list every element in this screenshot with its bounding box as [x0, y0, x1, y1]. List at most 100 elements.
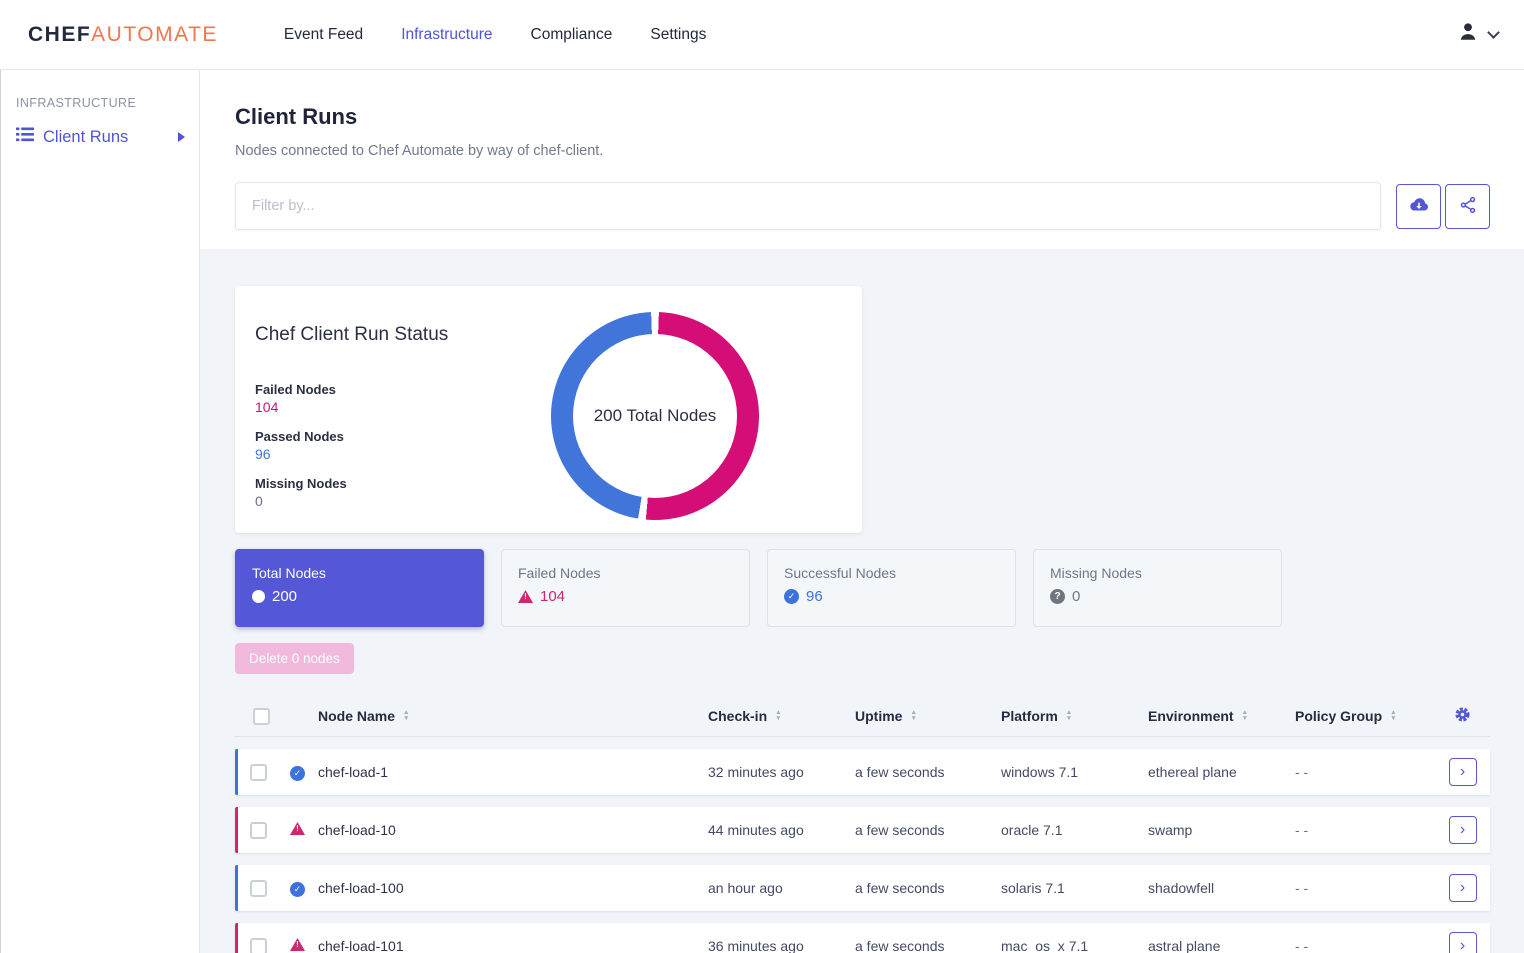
node-name: chef-load-10: [318, 822, 396, 838]
donut-hole: 200 Total Nodes: [573, 334, 737, 498]
table-row[interactable]: ✓ chef-load-1 32 minutes ago a few secon…: [235, 749, 1490, 795]
sidebar-item-label: Client Runs: [43, 127, 129, 146]
status-card-failed[interactable]: Failed Nodes 104: [501, 549, 750, 627]
policy-group: - -: [1295, 938, 1309, 953]
chart-title: Chef Client Run Status: [255, 324, 449, 345]
row-checkbox[interactable]: [250, 763, 267, 781]
legend-item-missing: Missing Nodes 0: [255, 476, 347, 509]
nav-event-feed[interactable]: Event Feed: [283, 25, 364, 43]
logo-chef: CHEF: [28, 22, 92, 46]
page-subtitle: Nodes connected to Chef Automate by way …: [235, 143, 604, 159]
row-checkbox[interactable]: [250, 937, 267, 953]
col-environment: Environment: [1148, 708, 1234, 724]
page-title: Client Runs: [235, 104, 358, 129]
row-expand-button[interactable]: ›: [1448, 758, 1477, 786]
check-in: 44 minutes ago: [708, 822, 804, 838]
sidebar-section-label: INFRASTRUCTURE: [16, 96, 137, 110]
table-header: Node Name ▲ ▼ Check-in ▲ ▼ Uptime ▲ ▼ Platform…: [235, 696, 1490, 737]
environment: ethereal plane: [1148, 764, 1237, 780]
policy-group: - -: [1295, 880, 1309, 896]
platform: windows 7.1: [1001, 764, 1079, 780]
share-icon: [1458, 195, 1478, 218]
list-icon: [16, 127, 34, 147]
row-checkbox[interactable]: [250, 821, 267, 839]
check-in: an hour ago: [708, 880, 783, 896]
check-in: 36 minutes ago: [708, 938, 804, 953]
check-icon: ✓: [784, 589, 799, 604]
node-name: chef-load-1: [318, 764, 389, 780]
legend-item-failed: Failed Nodes 104: [255, 382, 336, 415]
main-content: Client Runs Nodes connected to Chef Auto…: [200, 70, 1524, 953]
table-row[interactable]: ✓ chef-load-10 44 minutes ago a few seco…: [235, 807, 1490, 853]
chef-automate-logo[interactable]: CHEFAUTOMATE: [28, 23, 218, 47]
sidebar: INFRASTRUCTURE Client Runs: [0, 70, 200, 953]
col-node-name: Node Name: [318, 708, 396, 724]
select-all-checkbox[interactable]: [253, 707, 270, 725]
status-card-missing[interactable]: Missing Nodes ? 0: [1033, 549, 1282, 627]
uptime: a few seconds: [855, 880, 945, 896]
status-card-successful[interactable]: Successful Nodes ✓ 96: [767, 549, 1016, 627]
expand-arrow-icon[interactable]: [178, 132, 185, 142]
warning-icon: [518, 590, 533, 603]
user-menu-button[interactable]: [1455, 19, 1500, 50]
platform: mac_os_x 7.1: [1001, 938, 1089, 953]
row-expand-button[interactable]: ›: [1448, 874, 1477, 902]
donut-center-label: 200 Total Nodes: [593, 406, 717, 425]
policy-group: - -: [1295, 822, 1309, 838]
delete-nodes-button[interactable]: Delete 0 nodes: [235, 643, 354, 674]
logo-automate: AUTOMATE: [91, 22, 218, 46]
row-expand-button[interactable]: ›: [1448, 816, 1477, 844]
check-in: 32 minutes ago: [708, 764, 804, 780]
table-row[interactable]: ✓ chef-load-101 36 minutes ago a few sec…: [235, 923, 1490, 953]
chef-client-run-status-card: Chef Client Run Status Failed Nodes 104 …: [235, 286, 862, 533]
uptime: a few seconds: [855, 822, 945, 838]
nodes-table: Node Name ▲ ▼ Check-in ▲ ▼ Uptime ▲ ▼ Platform…: [235, 696, 1490, 953]
row-checkbox[interactable]: [250, 879, 267, 897]
failure-icon: [290, 938, 305, 951]
col-uptime: Uptime: [855, 708, 903, 724]
success-icon: ✓: [290, 766, 305, 781]
col-policy-group: Policy Group: [1295, 708, 1383, 724]
download-button[interactable]: [1396, 183, 1441, 229]
question-icon: ?: [1050, 589, 1065, 604]
uptime: a few seconds: [855, 764, 945, 780]
status-card-total[interactable]: Total Nodes 200: [235, 549, 484, 627]
table-row[interactable]: ✓ chef-load-100 an hour ago a few second…: [235, 865, 1490, 911]
sidebar-item-client-runs[interactable]: Client Runs: [1, 122, 199, 152]
status-cards: Total Nodes 200 Failed Nodes 104 Success…: [235, 549, 1490, 627]
donut-chart: 200 Total Nodes: [551, 312, 759, 520]
node-name: chef-load-100: [318, 880, 404, 896]
uptime: a few seconds: [855, 938, 945, 953]
legend-item-passed: Passed Nodes 96: [255, 429, 344, 462]
col-platform: Platform: [1001, 708, 1058, 724]
nav-infrastructure[interactable]: Infrastructure: [401, 25, 493, 43]
cloud-download-icon: [1407, 193, 1431, 220]
share-button[interactable]: [1445, 183, 1490, 229]
sort-icon[interactable]: ▲ ▼: [910, 709, 917, 722]
platform: solaris 7.1: [1001, 880, 1065, 896]
col-check-in: Check-in: [708, 708, 768, 724]
environment: shadowfell: [1148, 880, 1215, 896]
failure-icon: [290, 822, 305, 835]
user-profile-icon: [1455, 19, 1481, 50]
environment: astral plane: [1148, 938, 1221, 953]
sort-icon[interactable]: ▲ ▼: [775, 709, 782, 722]
sort-icon[interactable]: ▲ ▼: [1390, 709, 1397, 722]
row-expand-button[interactable]: ›: [1448, 932, 1477, 953]
environment: swamp: [1148, 822, 1193, 838]
success-icon: ✓: [290, 882, 305, 897]
nav-compliance[interactable]: Compliance: [530, 25, 613, 43]
platform: oracle 7.1: [1001, 822, 1063, 838]
total-nodes-icon: [252, 590, 265, 603]
node-name: chef-load-101: [318, 938, 404, 953]
chevron-down-icon: [1487, 26, 1500, 39]
main-nav: Event Feed Infrastructure Compliance Set…: [282, 20, 708, 50]
sort-icon[interactable]: ▲ ▼: [403, 709, 410, 722]
top-header: CHEFAUTOMATE Event Feed Infrastructure C…: [0, 0, 1524, 70]
nav-settings[interactable]: Settings: [650, 25, 707, 43]
table-settings-gear-icon[interactable]: [1454, 706, 1471, 726]
policy-group: - -: [1295, 764, 1309, 780]
sort-icon[interactable]: ▲ ▼: [1241, 709, 1249, 722]
filter-input[interactable]: [235, 182, 1381, 230]
sort-icon[interactable]: ▲ ▼: [1065, 709, 1073, 722]
